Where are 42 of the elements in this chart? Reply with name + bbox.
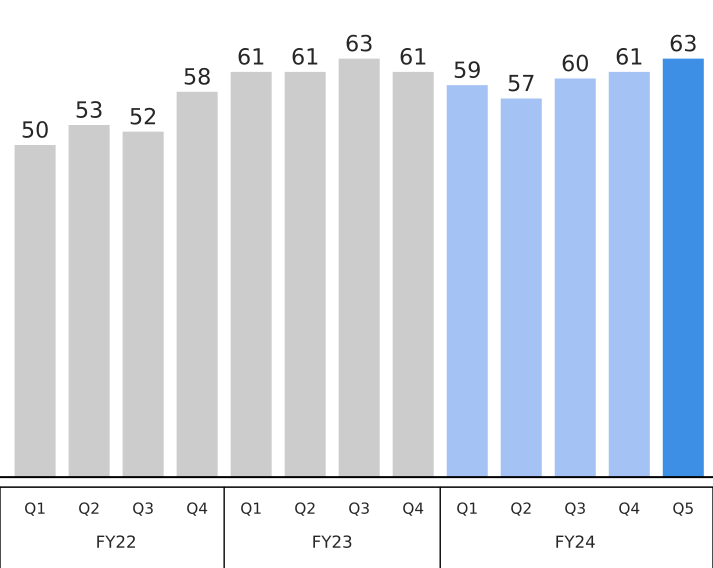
x-tick-label: Q3: [565, 502, 585, 516]
x-tick-label: Q4: [619, 502, 640, 516]
data-label: 60: [562, 54, 588, 72]
bar: [500, 98, 542, 478]
x-tick-label: Q5: [673, 502, 693, 516]
bar: [392, 72, 434, 478]
bar: [662, 58, 704, 478]
data-label: 52: [130, 108, 156, 125]
bar: [446, 85, 488, 478]
bar: [14, 144, 56, 478]
bar: [608, 72, 650, 478]
data-label: 57: [508, 74, 534, 92]
data-label: 61: [400, 48, 426, 65]
bar: [230, 72, 272, 478]
data-label: 59: [454, 61, 480, 78]
text: FY24: [556, 535, 595, 548]
bar: [176, 92, 218, 478]
data-label: 61: [616, 48, 642, 65]
x-tick-label: Q3: [349, 502, 369, 516]
x-tick-label: Q2: [79, 502, 98, 516]
x-tick-label: Q4: [403, 502, 424, 516]
data-label: 61: [238, 48, 264, 65]
data-label: 53: [76, 101, 102, 118]
data-label: 63: [346, 34, 372, 52]
text: FY23: [313, 535, 352, 548]
data-label: 58: [184, 68, 210, 85]
x-tick-label: Q3: [133, 502, 153, 516]
x-tick-label: Q2: [295, 502, 315, 516]
x-tick-label: Q2: [511, 502, 531, 516]
text: FY22: [97, 535, 135, 548]
data-label: 63: [670, 34, 696, 52]
bar: [122, 132, 164, 478]
bar: [554, 78, 596, 478]
x-tick-label: Q1: [241, 502, 261, 516]
data-label: 61: [292, 48, 318, 65]
data-label: 50: [22, 121, 48, 138]
x-tick-label: Q1: [25, 502, 45, 516]
bar: [284, 72, 326, 478]
bar: [338, 58, 380, 478]
x-tick-label: Q4: [187, 502, 208, 516]
x-tick-label: Q1: [457, 502, 477, 516]
bar: [68, 125, 110, 478]
